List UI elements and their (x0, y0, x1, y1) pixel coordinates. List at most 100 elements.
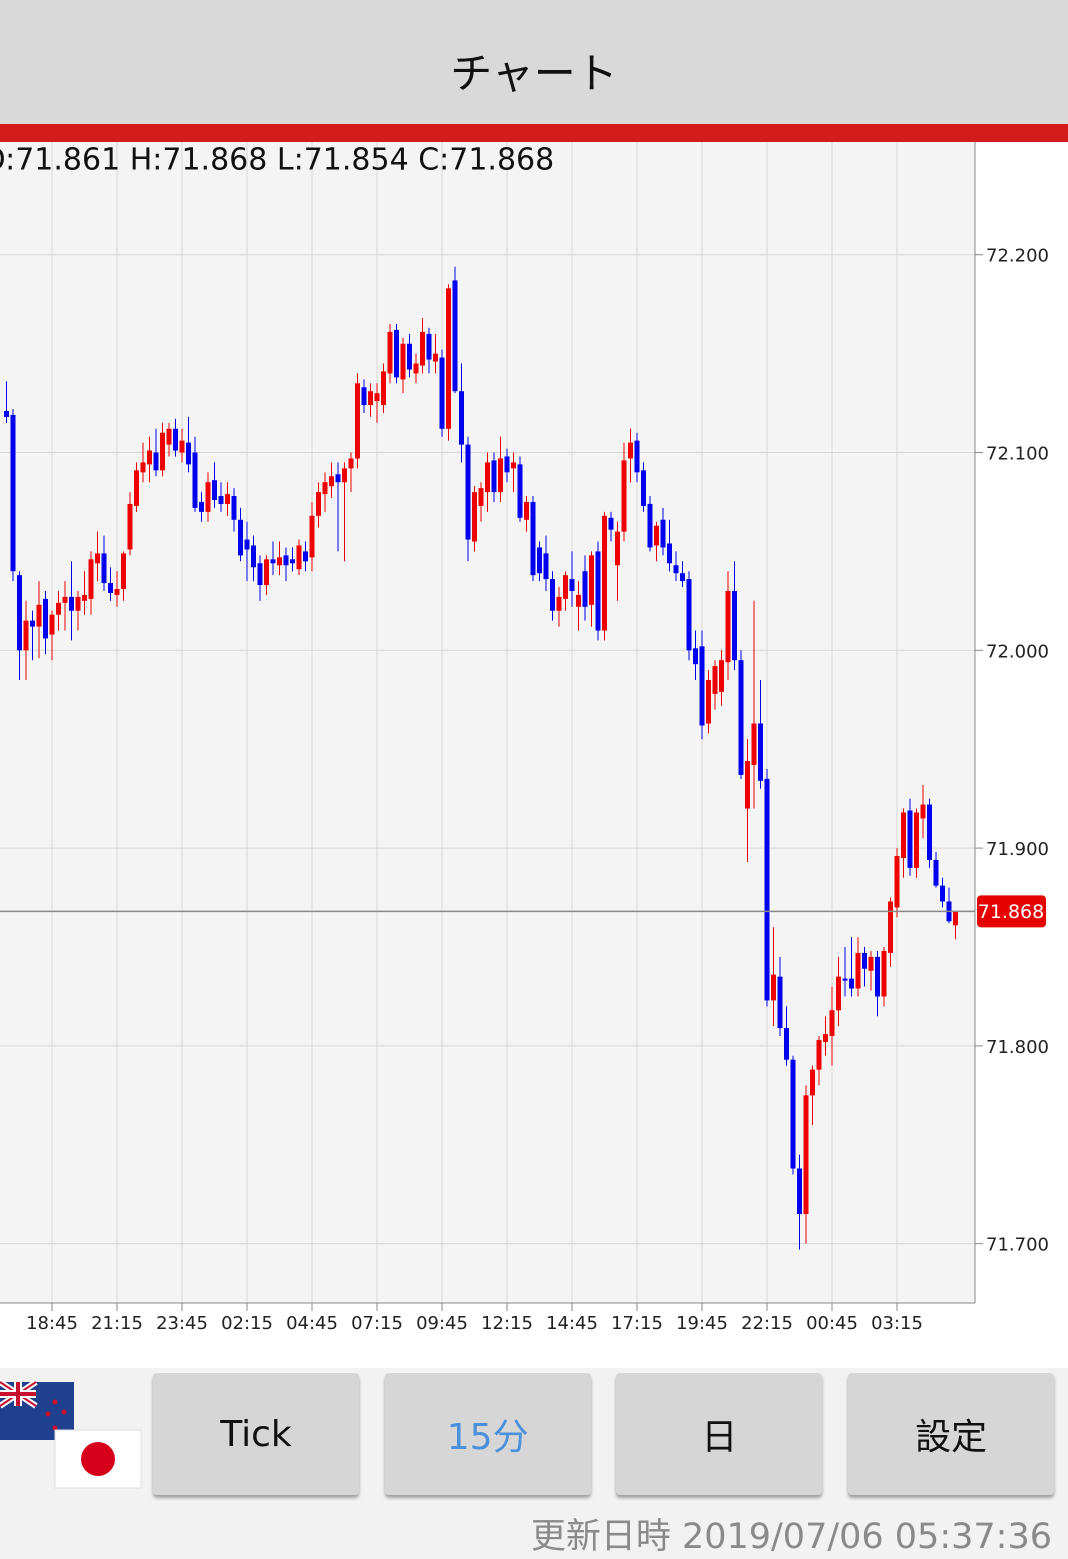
candle-body (875, 956, 880, 997)
candle-body (342, 468, 347, 483)
candle-body (790, 1059, 796, 1169)
x-tick-label: 21:15 (91, 1313, 143, 1334)
x-tick-label: 04:45 (286, 1313, 338, 1334)
candle-body (816, 1039, 822, 1070)
candle-body (517, 464, 523, 518)
plot-area (0, 142, 975, 1303)
x-tick-label: 23:45 (156, 1313, 208, 1334)
x-tick-label: 12:15 (481, 1313, 533, 1334)
toolbar-button[interactable]: 日 (616, 1373, 823, 1495)
candle-body (270, 559, 276, 564)
candle-body (615, 531, 620, 566)
candle-body (784, 1028, 789, 1060)
candle-body (179, 440, 185, 453)
candle-body (361, 387, 367, 406)
candle-body (478, 488, 484, 506)
candle-body (134, 470, 139, 506)
grid (0, 142, 975, 1303)
candle-body (4, 410, 9, 417)
candle-body (374, 393, 380, 402)
candle-body (153, 452, 159, 471)
candle-body (504, 456, 510, 473)
candle-body (920, 804, 926, 819)
candle-body (576, 594, 581, 607)
candle-body (862, 952, 867, 969)
candle-body (849, 978, 854, 989)
candle-body (660, 519, 666, 548)
candle-body (693, 648, 698, 665)
candle-body (173, 428, 178, 451)
candle-body (673, 565, 679, 574)
x-tick-label: 02:15 (221, 1313, 273, 1334)
candle-body (439, 357, 445, 429)
toolbar-button[interactable]: 15分 (384, 1373, 591, 1495)
candle-body (394, 329, 399, 378)
toolbar-button[interactable]: Tick (153, 1373, 359, 1495)
candle-body (251, 545, 256, 568)
candle-body (49, 614, 55, 635)
candle-body (69, 596, 74, 611)
candle-body (842, 978, 848, 981)
candle-body (855, 952, 861, 989)
candle-body (654, 525, 659, 546)
y-tick-label: 72.200 (986, 246, 1049, 267)
candle-body (686, 579, 692, 651)
screen-title: チャート (450, 49, 618, 98)
candle-body (472, 492, 477, 542)
candle-body (498, 458, 503, 493)
candle-body (881, 950, 887, 997)
candle-body (491, 460, 497, 493)
candle-body (543, 553, 549, 580)
candle-body (569, 579, 575, 591)
candle-body (244, 539, 250, 550)
candle-body (797, 1168, 802, 1214)
candle-body (751, 723, 757, 766)
candle-body (634, 440, 640, 473)
chart: 71.700 71.800 71.900 72.000 72.100 72.200 18:4… (0, 142, 1068, 1368)
candle-body (777, 976, 783, 1029)
app-bar: チャート (0, 0, 1068, 124)
candle-body (407, 343, 412, 370)
candle-body (225, 494, 230, 504)
x-tick-label: 09:45 (416, 1313, 468, 1334)
candle-body (894, 856, 900, 908)
candle-body (329, 476, 334, 487)
candle-body (829, 1010, 835, 1036)
candle-body (823, 1034, 828, 1042)
candle-body (218, 496, 224, 504)
y-tick-label: 72.000 (986, 641, 1049, 662)
candle-body (589, 555, 594, 605)
candle-body (608, 517, 614, 530)
candle-body (511, 462, 516, 469)
candle-body (413, 363, 419, 374)
candle-body (82, 594, 87, 601)
candle-body (368, 391, 373, 406)
candle-body (95, 553, 100, 564)
candle-body (524, 501, 529, 520)
axis-area (0, 1303, 975, 1368)
y-tick-label: 71.900 (986, 839, 1049, 860)
candle-body (641, 470, 646, 506)
candle-body (101, 553, 107, 584)
currency-flags (0, 1380, 142, 1489)
candle-body (192, 452, 198, 508)
candle-body (803, 1095, 809, 1214)
toolbar-button[interactable]: 設定 (848, 1373, 1055, 1495)
candle-body (914, 812, 919, 868)
candle-body (868, 956, 874, 971)
candle-body (30, 620, 35, 627)
candle-body (556, 596, 562, 611)
candle-body (88, 559, 94, 599)
x-tick-label: 18:45 (26, 1313, 78, 1334)
candle-body (62, 596, 68, 603)
candle-body (426, 333, 432, 360)
axes: 71.700 71.800 71.900 72.000 72.100 72.200 18:4… (0, 142, 1049, 1334)
candle-body (199, 501, 204, 512)
candle-body (810, 1069, 815, 1096)
ohlc-readout: O:71.861 H:71.868 L:71.854 C:71.868 (0, 143, 554, 178)
candle-body (56, 602, 61, 615)
candle-body (114, 588, 120, 595)
candle-body (205, 482, 211, 512)
y-tick-label: 71.800 (986, 1037, 1049, 1058)
